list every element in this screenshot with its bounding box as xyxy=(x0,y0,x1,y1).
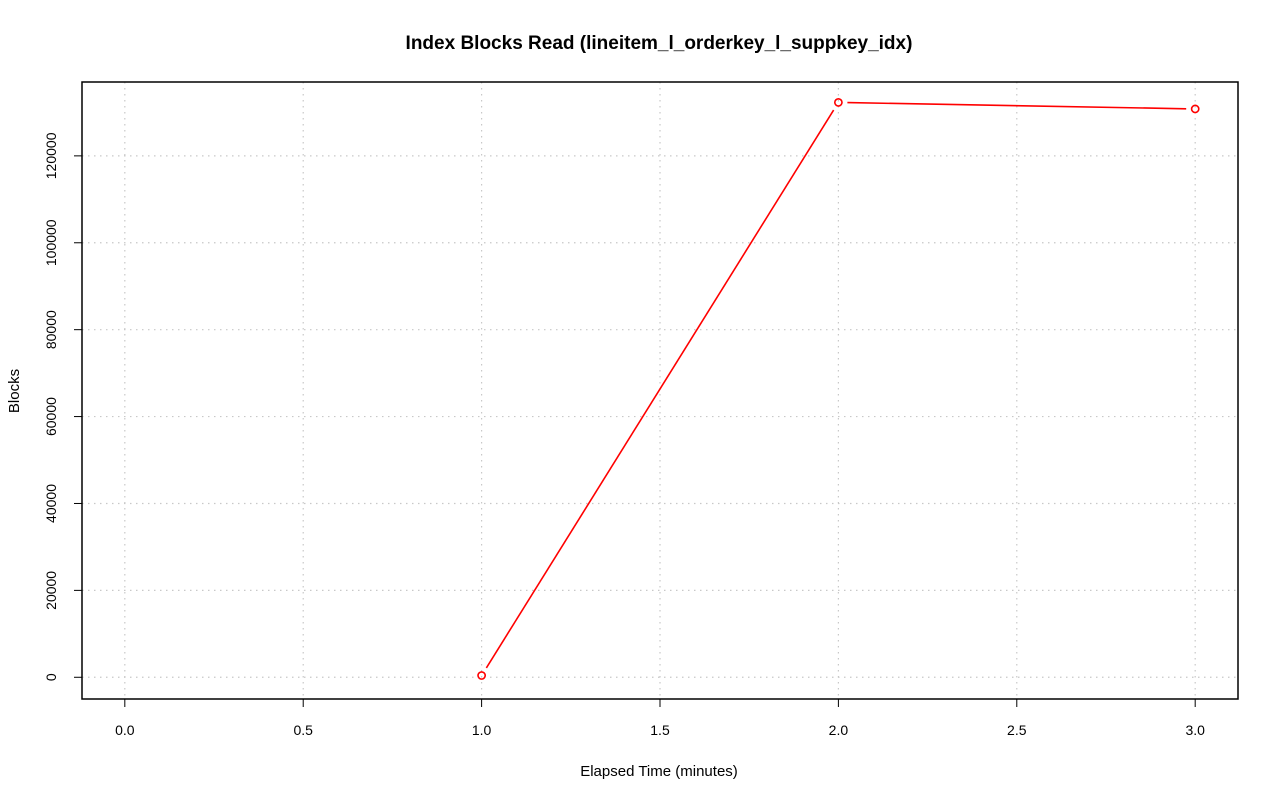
y-tick-label: 40000 xyxy=(43,484,59,523)
y-axis-label: Blocks xyxy=(6,369,23,413)
series-layer xyxy=(477,98,1200,680)
data-point xyxy=(477,671,487,680)
chart-title: Index Blocks Read (lineitem_l_orderkey_l… xyxy=(406,33,913,54)
x-tick-label: 0.0 xyxy=(115,722,135,738)
x-tick-label: 2.5 xyxy=(1007,722,1027,738)
axes: 0.0 0.5 1.0 1.5 2.0 2.5 3.0 0 20000 40000 60000 800… xyxy=(43,132,1205,738)
data-point xyxy=(833,98,843,107)
x-axis-label: Elapsed Time (minutes) xyxy=(580,763,738,780)
y-tick-label: 120000 xyxy=(43,132,59,179)
y-tick-label: 100000 xyxy=(43,219,59,266)
x-tick-label: 1.5 xyxy=(650,722,670,738)
y-tick-label: 0 xyxy=(43,673,59,681)
y-tick-label: 60000 xyxy=(43,397,59,436)
y-tick-label: 80000 xyxy=(43,310,59,349)
series-line-segment xyxy=(847,101,1187,110)
grid-lines xyxy=(82,82,1238,699)
x-tick-label: 0.5 xyxy=(293,722,313,738)
x-tick-label: 2.0 xyxy=(829,722,849,738)
y-tick-label: 20000 xyxy=(43,571,59,610)
plot-frame xyxy=(81,81,1239,700)
x-tick-label: 1.0 xyxy=(472,722,492,738)
x-tick-label: 3.0 xyxy=(1185,722,1205,738)
series-line-segment xyxy=(485,109,835,669)
data-point xyxy=(1190,104,1200,114)
